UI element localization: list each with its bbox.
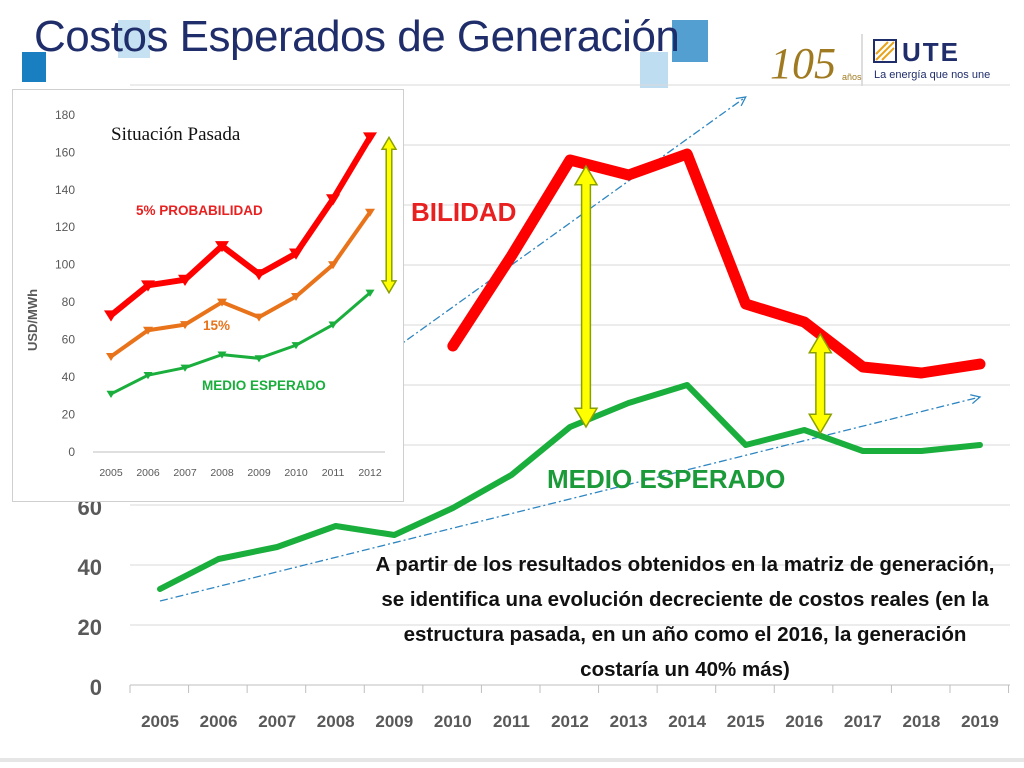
main-x-tick-label: 2009 (375, 712, 413, 731)
inset-series-marker (328, 321, 338, 329)
decor-square (640, 52, 668, 88)
inset-orange-series-label: 15% (203, 318, 230, 333)
main-x-tick-label: 2017 (844, 712, 882, 731)
inset-series-marker (365, 289, 375, 297)
decor-square (22, 52, 46, 82)
ute-emblem-icon (873, 39, 897, 63)
main-x-tick-label: 2008 (317, 712, 355, 731)
inset-chart: 0 20 40 60 80 100 120 140 160 180 2005 2006 2007 200… (25, 108, 398, 479)
inset-series-marker (291, 293, 301, 302)
inset-series-marker (363, 132, 377, 144)
inset-y-tick-label: 40 (62, 370, 76, 384)
inset-series-marker (178, 274, 192, 286)
main-x-tick-label: 2016 (785, 712, 823, 731)
main-x-tick-label: 2015 (727, 712, 765, 731)
inset-series-marker (141, 280, 155, 292)
slide-title: Costos Esperados de Generación (34, 12, 680, 61)
inset-series-marker (254, 313, 264, 322)
inset-series-marker (215, 241, 229, 253)
main-x-tick-label: 2018 (902, 712, 940, 731)
main-trend-arrowhead (735, 96, 747, 107)
inset-y-tick-label: 60 (62, 333, 76, 347)
inset-y-tick-label: 100 (55, 258, 75, 272)
inset-series-marker (106, 352, 116, 361)
main-x-tick-label: 2010 (434, 712, 472, 731)
main-red-series-label: BILIDAD (411, 197, 516, 227)
decor-square (672, 20, 708, 62)
footer-divider (0, 758, 1024, 762)
inset-green-series-label: MEDIO ESPERADO (202, 378, 326, 393)
inset-y-tick-label: 20 (62, 408, 76, 422)
inset-y-tick-label: 0 (68, 445, 75, 459)
main-y-tick-label: 20 (78, 615, 102, 640)
inset-x-tick-label: 2012 (358, 467, 382, 479)
inset-series-marker (252, 269, 266, 281)
inset-y-tick-label: 160 (55, 145, 75, 159)
inset-y-axis-label: USD/MWh (25, 289, 40, 351)
inset-gap-arrow (380, 135, 398, 295)
anniversary-word: años (842, 72, 862, 82)
main-gap-arrow (807, 332, 833, 435)
inset-series-marker (365, 208, 375, 217)
main-green-series-label: MEDIO ESPERADO (547, 464, 785, 494)
inset-x-tick-label: 2011 (322, 467, 345, 479)
inset-series-orange-line (109, 211, 372, 359)
main-x-tick-label: 2014 (668, 712, 706, 731)
inset-series-red-line (109, 135, 373, 318)
inset-series-marker (254, 355, 264, 363)
inset-red-series-label: 5% PROBABILIDAD (136, 203, 263, 218)
inset-x-tick-label: 2005 (99, 467, 123, 479)
main-x-tick-label: 2013 (610, 712, 648, 731)
logo: 105 años UTE La energía que nos une (770, 30, 1000, 90)
inset-series-marker (326, 194, 340, 206)
inset-series-marker (291, 342, 301, 350)
main-trend-line (159, 396, 981, 602)
inset-series-green-line (110, 291, 371, 396)
main-series-red-line (447, 148, 986, 379)
main-y-tick-label: 40 (78, 555, 102, 580)
main-gap-arrow (573, 164, 599, 429)
decor-square (118, 20, 150, 58)
main-y-tick-label: 0 (90, 675, 102, 700)
inset-x-tick-label: 2007 (173, 467, 197, 479)
inset-x-tick-label: 2009 (247, 467, 271, 479)
inset-series-marker (106, 390, 116, 398)
inset-series-marker (104, 310, 118, 322)
inset-chart-panel: 0 20 40 60 80 100 120 140 160 180 2005 2006 2007 200… (12, 89, 404, 502)
inset-series-marker (217, 298, 227, 307)
inset-x-tick-label: 2006 (136, 467, 160, 479)
main-x-tick-label: 2007 (258, 712, 296, 731)
description-text: A partir de los resultados obtenidos en … (375, 553, 995, 681)
main-x-tick-label: 2019 (961, 712, 999, 731)
inset-y-tick-label: 120 (55, 220, 75, 234)
inset-chart-title: Situación Pasada (111, 124, 241, 145)
inset-y-tick-label: 80 (62, 295, 76, 309)
inset-y-tick-label: 140 (55, 183, 75, 197)
inset-series-marker (143, 326, 153, 335)
inset-series-marker (328, 261, 338, 270)
inset-series-marker (180, 364, 190, 372)
main-trend-arrowhead (970, 394, 982, 405)
brand-tagline: La energía que nos une (874, 69, 990, 81)
main-x-tick-label: 2005 (141, 712, 179, 731)
anniversary-number: 105 (770, 39, 836, 88)
inset-series-marker (217, 351, 227, 359)
brand-name: UTE (902, 37, 960, 67)
inset-x-tick-label: 2010 (284, 467, 308, 479)
inset-series-marker (180, 321, 190, 330)
inset-y-tick-label: 180 (55, 108, 75, 122)
main-x-tick-label: 2006 (200, 712, 238, 731)
main-x-tick-label: 2012 (551, 712, 589, 731)
main-series-green-line (157, 382, 983, 592)
inset-series-marker (289, 248, 303, 260)
main-x-tick-label: 2011 (493, 712, 530, 731)
inset-series-marker (143, 372, 153, 380)
inset-x-tick-label: 2008 (210, 467, 234, 479)
